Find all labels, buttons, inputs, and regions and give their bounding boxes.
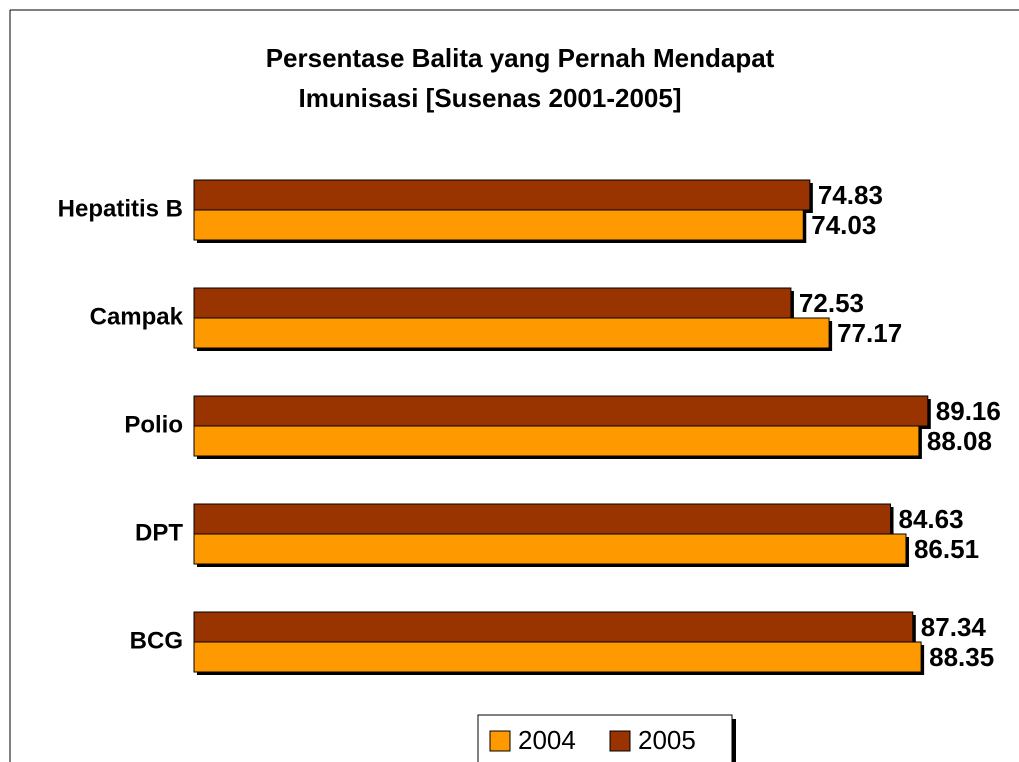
- bar: [193, 317, 830, 349]
- bar: [193, 641, 922, 673]
- bar: [193, 287, 792, 319]
- value-label: 74.03: [811, 210, 876, 240]
- bar: [193, 503, 892, 535]
- legend-swatch: [609, 730, 631, 752]
- category-label: Polio: [124, 411, 183, 438]
- value-label: 89.16: [936, 396, 1001, 426]
- category-label: Campak: [90, 303, 184, 330]
- legend-swatch: [489, 730, 511, 752]
- bar: [193, 209, 804, 241]
- value-label: 86.51: [914, 534, 979, 564]
- value-label: 74.83: [818, 180, 883, 210]
- value-label: 88.35: [929, 642, 994, 672]
- category-label: BCG: [130, 627, 183, 654]
- legend: [477, 714, 733, 762]
- bar: [193, 395, 929, 427]
- category-label: DPT: [135, 519, 183, 546]
- chart-title: Imunisasi [Susenas 2001-2005]: [299, 83, 682, 113]
- bar: [193, 179, 811, 211]
- value-label: 88.08: [927, 426, 992, 456]
- value-label: 72.53: [799, 288, 864, 318]
- bar: [193, 611, 914, 643]
- bar: [193, 533, 907, 565]
- chart-title: Persentase Balita yang Pernah Mendapat: [266, 43, 775, 73]
- value-label: 77.17: [837, 318, 902, 348]
- legend-label: 2005: [638, 725, 696, 755]
- category-label: Hepatitis B: [58, 195, 183, 222]
- bar: [193, 425, 920, 457]
- value-label: 84.63: [899, 504, 964, 534]
- value-label: 87.34: [921, 612, 987, 642]
- legend-label: 2004: [518, 725, 576, 755]
